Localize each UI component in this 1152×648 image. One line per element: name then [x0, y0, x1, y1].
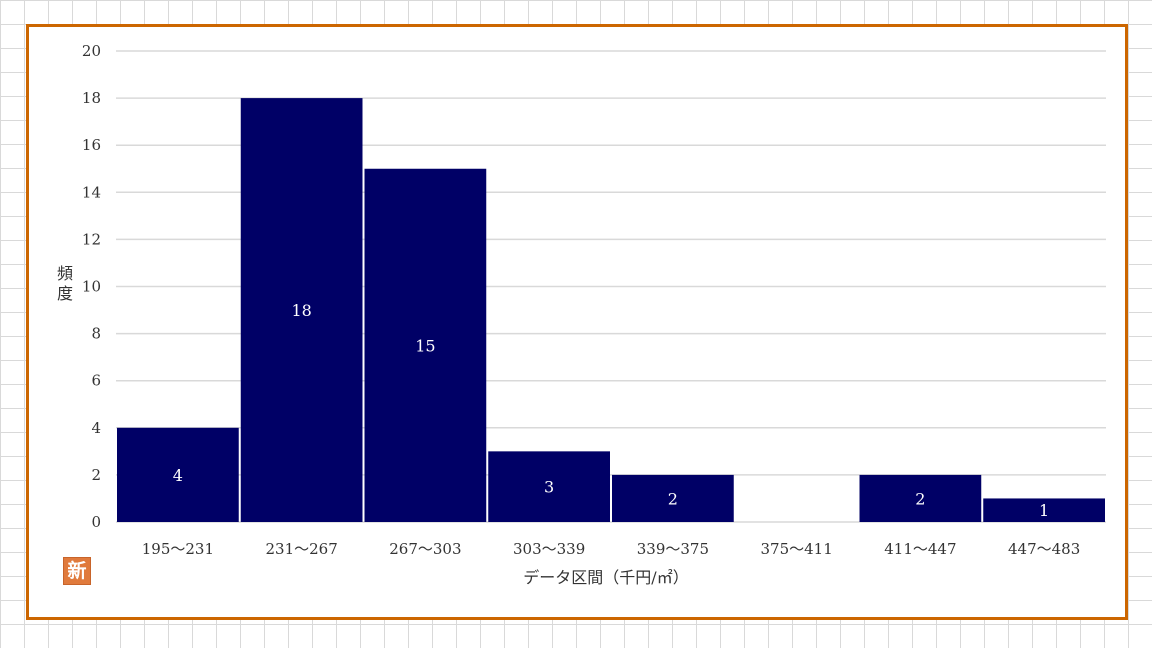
bars — [117, 98, 1105, 522]
x-tick-label: 339～375 — [637, 540, 709, 558]
x-axis-title: データ区間（千円/㎡） — [523, 568, 688, 587]
data-label: 15 — [415, 336, 435, 355]
bar-195～231 — [117, 427, 239, 522]
x-axis-ticks: 195～231 231～267 267～303 303～339 339～375 375～4… — [142, 540, 1081, 558]
data-label: 3 — [544, 478, 554, 497]
y-tick-label: 14 — [82, 183, 101, 201]
y-tick-label: 2 — [91, 466, 101, 484]
x-tick-label: 195～231 — [142, 540, 214, 558]
y-tick-label: 10 — [82, 278, 101, 296]
data-label: 1 — [1039, 501, 1049, 520]
x-tick-label: 375～411 — [760, 540, 832, 558]
bar-447～483 — [983, 498, 1105, 522]
y-tick-label: 0 — [91, 513, 101, 531]
x-tick-label: 447～483 — [1008, 540, 1080, 558]
x-tick-label: 267～303 — [389, 540, 461, 558]
data-label: 4 — [173, 466, 183, 485]
histogram-chart: 0 2 4 6 8 10 12 14 16 18 20 4 18 15 3 2 2 1 195～231 231～2… — [57, 42, 1106, 587]
x-tick-label: 303～339 — [513, 540, 585, 558]
y-axis-ticks: 0 2 4 6 8 10 12 14 16 18 20 — [82, 42, 101, 531]
y-tick-label: 8 — [91, 325, 101, 343]
data-label: 2 — [668, 489, 678, 508]
y-tick-label: 12 — [82, 230, 101, 248]
y-tick-label: 16 — [82, 136, 101, 154]
y-tick-label: 18 — [82, 89, 101, 107]
y-tick-label: 4 — [91, 419, 101, 437]
bar-303～339 — [488, 451, 610, 522]
y-axis-title: 頻度 — [57, 264, 73, 303]
y-tick-label: 6 — [91, 372, 101, 390]
bar-339～375 — [612, 474, 734, 522]
x-tick-label: 411～447 — [884, 540, 956, 558]
bar-267～303 — [364, 168, 487, 522]
data-label: 2 — [915, 489, 925, 508]
y-tick-label: 20 — [82, 42, 101, 60]
data-labels: 4 18 15 3 2 2 1 — [173, 301, 1049, 520]
x-tick-label: 231～267 — [265, 540, 337, 558]
bar-231～267 — [240, 98, 363, 522]
chart-frame: 0 2 4 6 8 10 12 14 16 18 20 4 18 15 3 2 2 1 195～231 231～2… — [26, 24, 1128, 620]
data-label: 18 — [291, 301, 311, 320]
bar-411～447 — [859, 474, 982, 522]
new-badge-icon: 新 — [63, 557, 91, 585]
